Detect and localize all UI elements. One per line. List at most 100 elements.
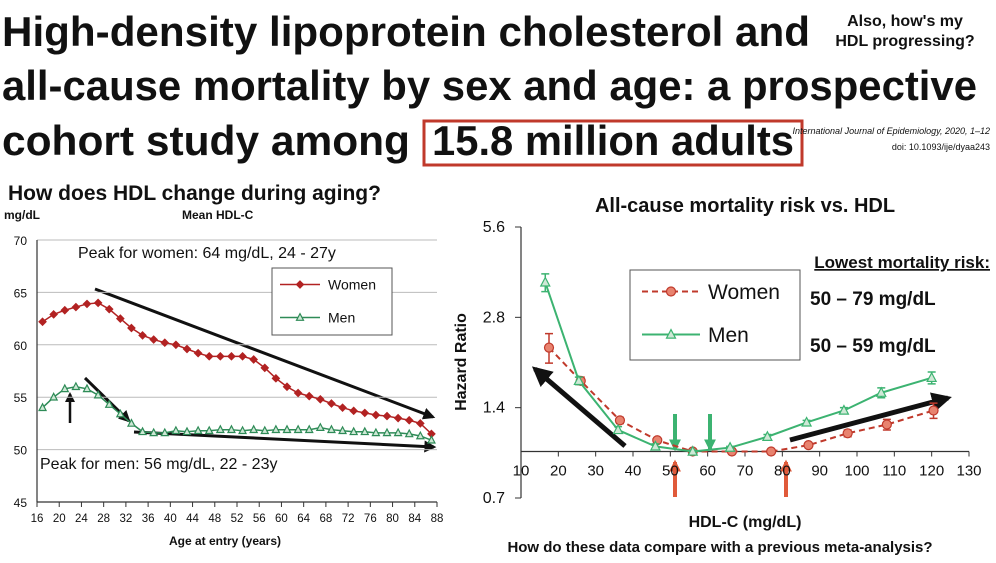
- y-tick-label: 55: [14, 391, 28, 405]
- marker: [82, 299, 92, 309]
- marker: [260, 363, 270, 373]
- x-tick-label: 36: [142, 513, 155, 525]
- legend-label: Women: [708, 281, 780, 304]
- marker: [271, 373, 281, 383]
- y-tick-label: 0.7: [483, 490, 505, 507]
- legend-marker: [665, 286, 677, 297]
- x-tick-label: 120: [919, 463, 944, 480]
- side-note: Also, how's my: [847, 13, 963, 30]
- marker: [149, 335, 159, 344]
- marker: [227, 351, 236, 361]
- marker: [93, 298, 103, 308]
- x-tick-label: 56: [253, 513, 266, 525]
- x-tick-label: 28: [97, 513, 110, 525]
- headline-highlight: 15.8 million adults: [432, 117, 794, 164]
- marker: [801, 416, 813, 427]
- marker: [226, 424, 236, 434]
- headline: cohort study among: [2, 117, 410, 164]
- right-title: All-cause mortality risk vs. HDL: [595, 195, 895, 217]
- y-tick-label: 50: [14, 444, 28, 458]
- marker: [360, 408, 370, 418]
- marker: [282, 424, 292, 434]
- legend-label: Women: [328, 276, 376, 292]
- marker: [204, 425, 214, 435]
- marker: [215, 424, 225, 434]
- x-tick-label: 76: [364, 513, 377, 525]
- x-tick-label: 90: [811, 463, 828, 480]
- marker: [761, 430, 773, 441]
- marker: [724, 441, 736, 452]
- marker: [182, 426, 192, 436]
- x-tick-label: 32: [119, 513, 132, 525]
- x-tick-label: 44: [186, 513, 199, 525]
- legend-box: [629, 269, 801, 361]
- legend-box: [271, 267, 393, 336]
- marker: [612, 423, 624, 435]
- legend-marker: [665, 328, 677, 339]
- marker: [149, 427, 159, 437]
- marker: [49, 310, 59, 319]
- marker: [315, 394, 325, 404]
- marker: [360, 426, 370, 436]
- marker: [649, 440, 661, 451]
- marker: [838, 404, 850, 415]
- x-tick-label: 84: [408, 513, 421, 525]
- marker: [282, 382, 292, 392]
- headline: High-density lipoprotein cholesterol and: [2, 8, 810, 55]
- citation: International Journal of Epidemiology, 2…: [793, 126, 990, 136]
- marker: [138, 426, 148, 436]
- marker: [104, 399, 114, 408]
- x-tick-label: 20: [550, 463, 567, 480]
- x-tick-label: 40: [625, 463, 642, 480]
- marker: [38, 317, 47, 327]
- annotation: 50 – 79 mg/dL: [810, 289, 936, 310]
- marker: [171, 425, 181, 435]
- marker: [71, 302, 81, 312]
- annotation: Lowest mortality risk:: [814, 253, 990, 272]
- trend-arrow: [94, 287, 436, 420]
- marker: [614, 415, 626, 426]
- marker: [104, 304, 114, 314]
- marker: [338, 403, 347, 413]
- x-tick-label: 64: [297, 513, 310, 525]
- marker: [249, 424, 259, 434]
- marker: [82, 383, 92, 393]
- legend-marker: [295, 312, 305, 321]
- marker: [160, 338, 170, 348]
- marker: [249, 355, 259, 364]
- marker: [204, 351, 214, 361]
- y-tick-label: 2.8: [483, 309, 505, 326]
- marker: [393, 413, 403, 423]
- marker: [304, 391, 314, 401]
- marker: [193, 425, 203, 435]
- marker: [371, 427, 381, 437]
- legend-label: Men: [708, 324, 749, 347]
- marker: [382, 427, 392, 437]
- x-tick-label: 24: [75, 513, 88, 525]
- x-tick-label: 48: [208, 513, 221, 525]
- marker: [60, 305, 70, 315]
- y-tick-label: 45: [14, 496, 28, 510]
- y-tick-label: 1.4: [483, 400, 505, 417]
- marker: [71, 381, 81, 391]
- marker: [338, 425, 348, 435]
- marker: [382, 411, 392, 421]
- left-title: How does HDL change during aging?: [8, 182, 381, 205]
- x-tick-label: 68: [319, 513, 332, 525]
- x-tick-label: 88: [431, 513, 444, 525]
- marker: [842, 428, 853, 439]
- marker: [766, 446, 777, 457]
- marker: [115, 408, 125, 418]
- marker: [687, 445, 699, 456]
- marker: [93, 389, 103, 399]
- marker: [371, 410, 381, 420]
- x-tick-label: 40: [164, 513, 177, 525]
- marker: [126, 418, 136, 427]
- y-tick-label: 60: [14, 339, 28, 353]
- marker: [38, 402, 48, 412]
- marker: [49, 392, 59, 401]
- trend-arrow: [531, 366, 627, 448]
- subtitle: Mean HDL-C: [182, 208, 254, 222]
- marker: [182, 344, 192, 354]
